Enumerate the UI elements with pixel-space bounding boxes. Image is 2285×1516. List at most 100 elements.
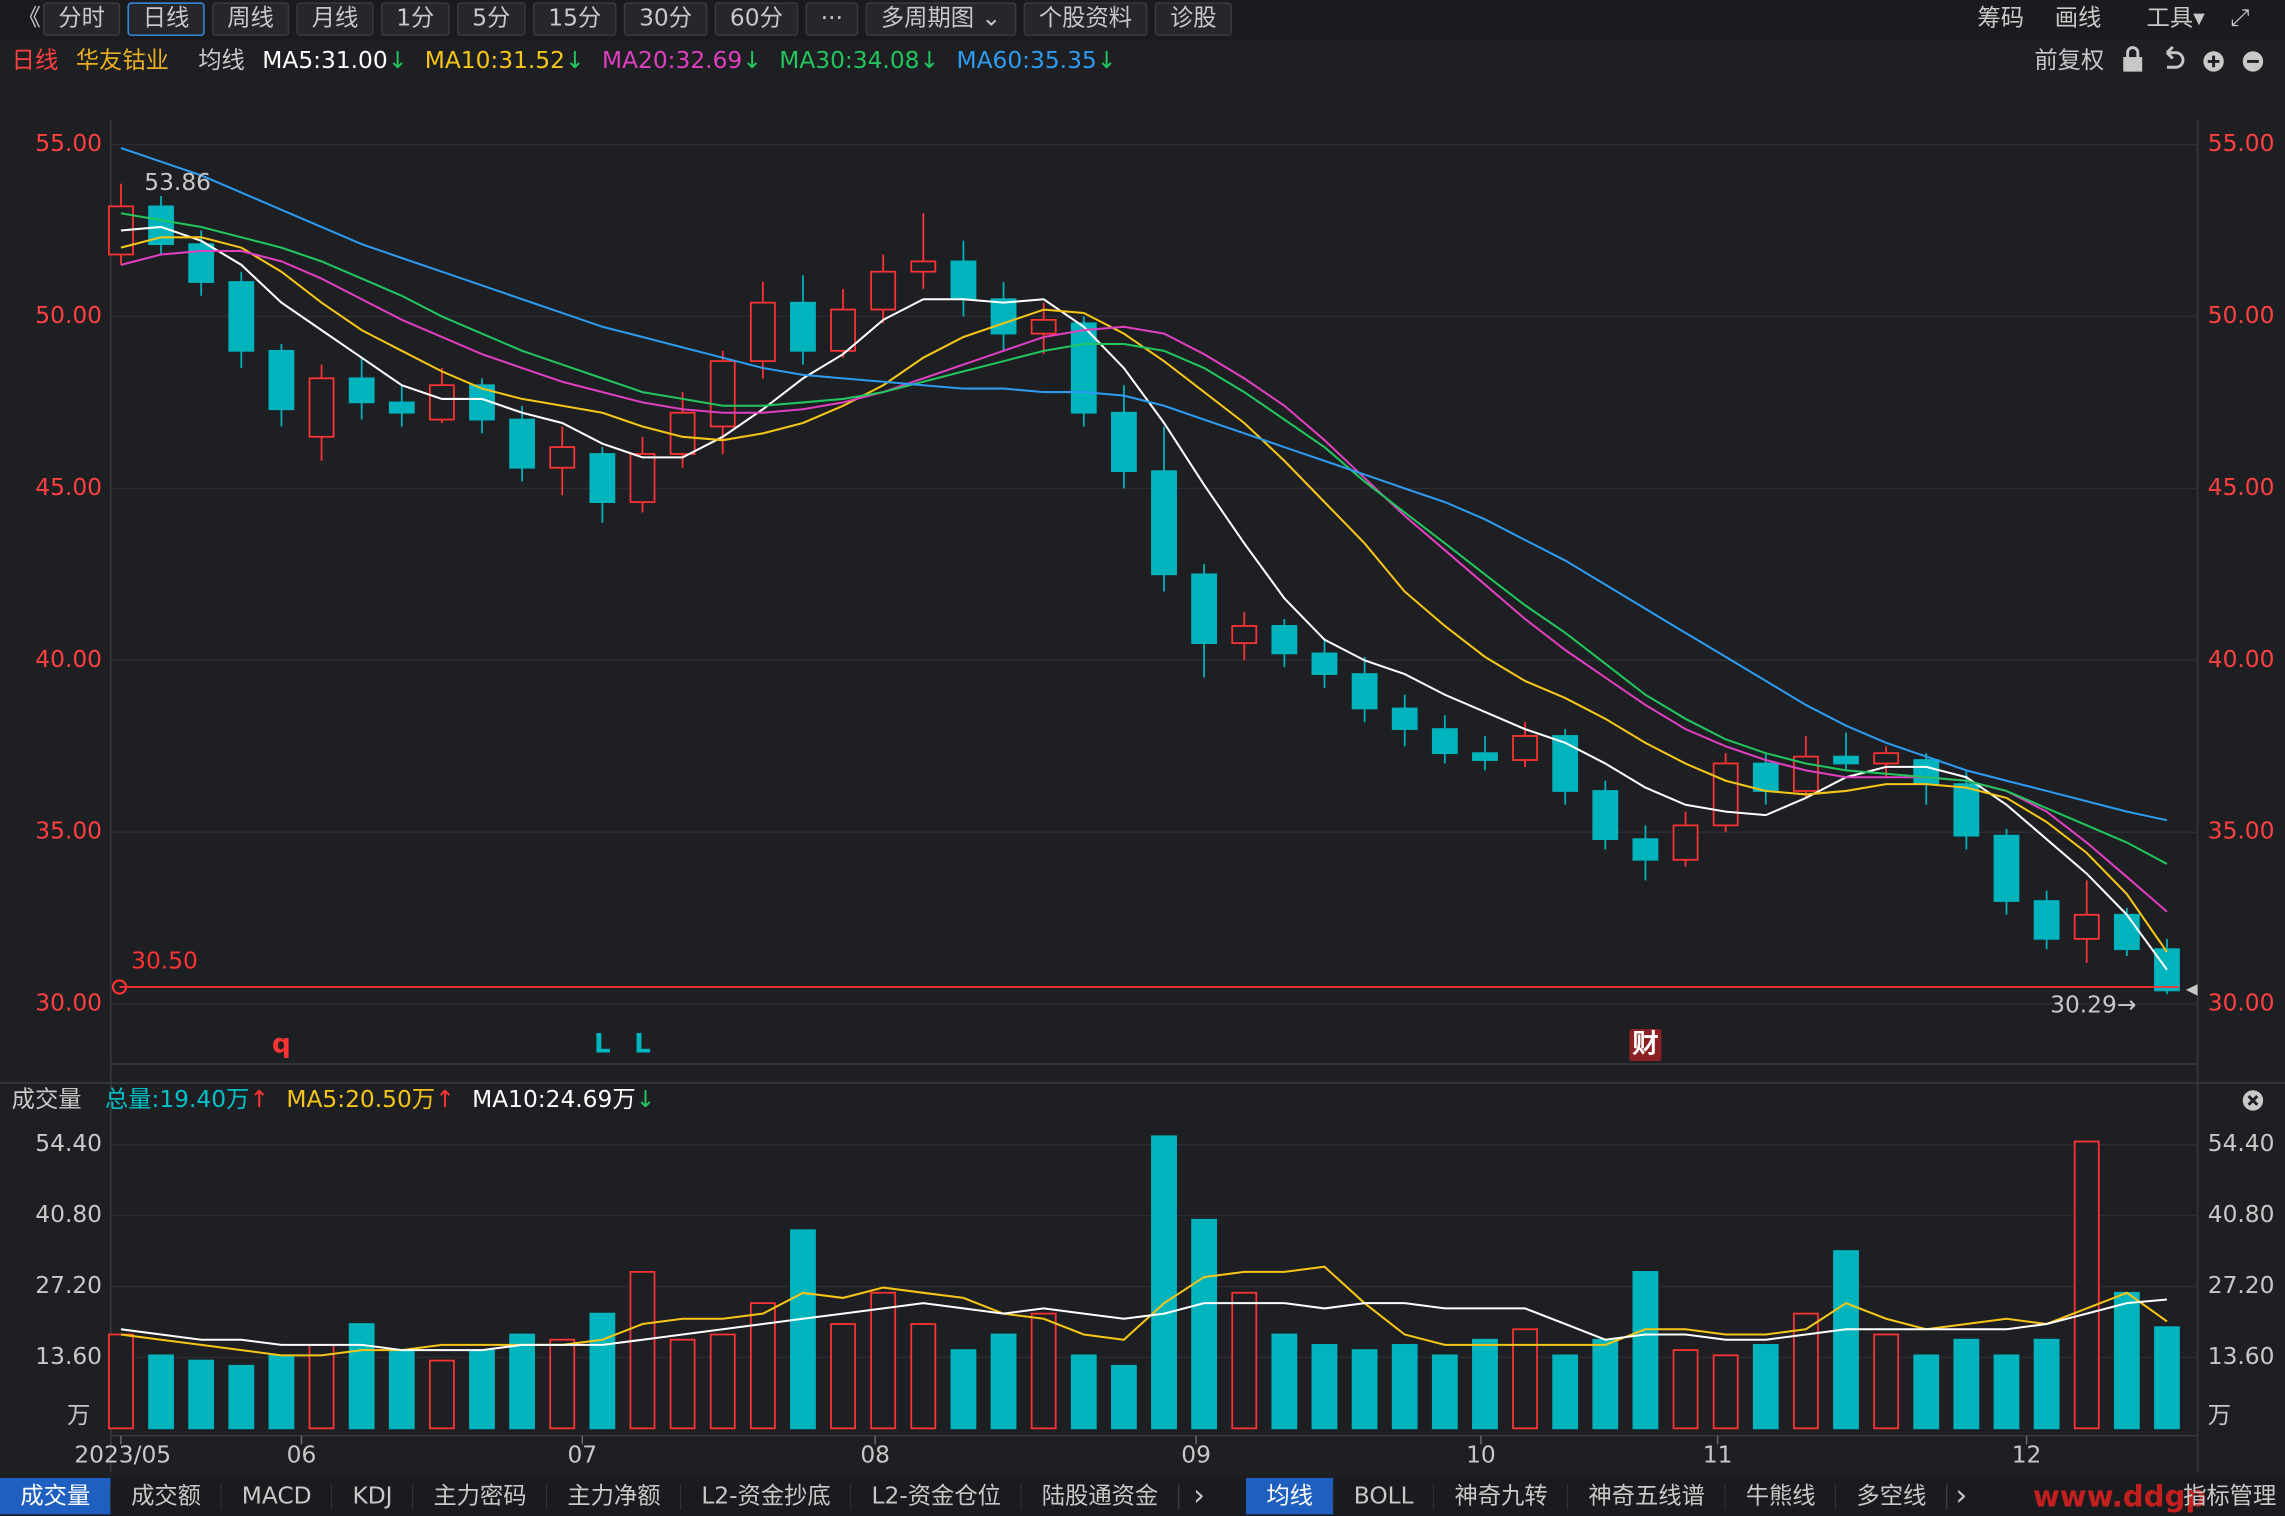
indicator-tab[interactable]: 主力净额 [546, 1477, 682, 1515]
expand-button[interactable]: ⤢ [2231, 5, 2250, 32]
candle-body [2154, 948, 2180, 992]
price-line-label: 30.50 [131, 948, 198, 975]
tab-label: 分时 [58, 5, 105, 32]
toolbar-tab[interactable]: 30分 [623, 2, 708, 36]
volume-ma-line [120, 1298, 2168, 1352]
event-marker[interactable]: 财 [1632, 1030, 1658, 1060]
ma-arrow: ↓ [565, 47, 585, 74]
toolbar-tab[interactable]: 日线 [127, 2, 205, 36]
y2-tick-label: 45.00 [2208, 474, 2275, 501]
toolbar-tab[interactable]: 个股资料 [1023, 2, 1148, 36]
back-button[interactable]: 《 [17, 5, 40, 32]
y-tick-label: 40.80 [35, 1201, 102, 1228]
adjust-label[interactable]: 前复权 [2034, 47, 2104, 74]
volume-ma-line [120, 1265, 2168, 1357]
candle-body [348, 377, 375, 404]
toolbar-tab[interactable]: 15分 [532, 2, 617, 36]
tab-label: ··· [821, 5, 843, 32]
indicator-tab-label: 多空线 [1856, 1482, 1926, 1509]
undo-icon[interactable] [2165, 45, 2185, 69]
tab-box [532, 2, 617, 36]
toolbar-tool[interactable]: 筹码 [1978, 5, 2025, 32]
x-tick-label: 12 [2012, 1442, 2042, 1469]
x-tick-label: 08 [860, 1442, 890, 1469]
volume-ma-arrow: ↑ [435, 1086, 455, 1113]
volume-bar [188, 1359, 215, 1430]
toolbar-tab[interactable]: 1分 [380, 2, 450, 36]
ma-arrow: ↓ [388, 47, 408, 74]
toolbar-tab[interactable]: 60分 [714, 2, 799, 36]
candle-body [1512, 735, 1538, 761]
volume-bar [1752, 1344, 1779, 1430]
candle-body [228, 281, 255, 352]
indicator-tab[interactable]: 均线 [1245, 1477, 1335, 1515]
volume-ma-legend: MA10:24.69万 [472, 1086, 636, 1113]
tab-box [623, 2, 708, 36]
volume-bar [2033, 1338, 2060, 1430]
ma-legend: MA60:35.35 [956, 47, 1096, 74]
toolbar-tab[interactable]: 诊股 [1154, 2, 1232, 36]
tab-box [805, 2, 859, 36]
toolbar-tab[interactable]: 5分 [456, 2, 526, 36]
indicator-tab-label: 神奇九转 [1454, 1482, 1547, 1509]
volume-bar [790, 1229, 816, 1430]
tab-label: 周线 [227, 5, 274, 32]
indicator-tab[interactable]: 成交额 [110, 1477, 223, 1515]
candle-body [749, 301, 776, 362]
y2-tick-label: 40.80 [2208, 1201, 2275, 1228]
indicator-tab-bg [1333, 1477, 1435, 1515]
toolbar-tool[interactable]: 画线 [2055, 5, 2102, 32]
lock-shackle [2126, 46, 2140, 59]
volume-ma-arrow: ↓ [636, 1086, 656, 1113]
indicator-tab[interactable]: 牛熊线 [1725, 1477, 1837, 1515]
indicator-tab[interactable]: BOLL [1333, 1477, 1435, 1515]
indicator-tab[interactable]: 多空线 [1836, 1477, 1948, 1515]
indicator-tab[interactable]: L2-资金仓位 [851, 1477, 1023, 1515]
indicator-tab[interactable]: 成交量 [0, 1477, 112, 1515]
toolbar-tab[interactable]: 多周期图 ⌄ [865, 2, 1017, 36]
volume-bar [1391, 1344, 1418, 1430]
toolbar-tab[interactable]: 月线 [296, 2, 374, 36]
indicator-tab-label: 均线 [1266, 1482, 1313, 1509]
toolbar-tab[interactable]: ··· [805, 2, 859, 36]
candle-body [1151, 470, 1177, 576]
more-tabs[interactable]: › [1955, 1478, 1967, 1512]
toolbar-tab[interactable]: 分时 [42, 2, 121, 36]
indicator-tab[interactable]: 神奇九转 [1434, 1477, 1569, 1515]
indicator-tab-bg [0, 1477, 111, 1515]
event-marker[interactable]: L [634, 1030, 651, 1060]
ma-line [120, 147, 2168, 822]
volume-bar [108, 1333, 134, 1430]
more-tabs[interactable]: › [1193, 1478, 1205, 1512]
indicator-manage[interactable]: 指标管理 [2183, 1482, 2276, 1509]
event-marker[interactable]: q [272, 1030, 291, 1060]
event-marker[interactable]: L [594, 1030, 611, 1060]
lock-icon[interactable] [2123, 57, 2143, 72]
volume-bar [1110, 1364, 1137, 1430]
y-tick-label: 50.00 [35, 302, 102, 329]
indicator-tab-bg [851, 1477, 1022, 1515]
toolbar-tool[interactable]: 工具▾ [2147, 5, 2206, 32]
indicator-tab-label: MACD [242, 1482, 312, 1509]
volume-unit: 万 [67, 1402, 90, 1429]
indicator-tab[interactable]: 主力密码 [412, 1477, 548, 1515]
volume-bar [1592, 1338, 1619, 1430]
indicator-tab[interactable]: MACD [221, 1477, 333, 1515]
indicator-tab[interactable]: KDJ [332, 1477, 414, 1515]
volume-total-arrow: ↑ [249, 1086, 269, 1113]
indicator-tab[interactable]: 陆股通资金 [1021, 1477, 1180, 1515]
candle-body [1993, 834, 2020, 902]
indicator-tab[interactable]: L2-资金抄底 [680, 1477, 852, 1515]
x-tick-label: 06 [287, 1442, 317, 1469]
volume-bar [1472, 1338, 1498, 1430]
volume-bar [669, 1338, 696, 1430]
indicator-tab[interactable]: 神奇五线谱 [1568, 1477, 1727, 1515]
candle-body [1953, 783, 1980, 837]
volume-bar [549, 1338, 576, 1430]
volume-bar [1873, 1333, 1900, 1430]
toolbar-tab[interactable]: 周线 [211, 2, 290, 36]
candle-body [709, 360, 736, 428]
ma-line [120, 225, 2168, 971]
tab-label: 诊股 [1170, 5, 1217, 32]
